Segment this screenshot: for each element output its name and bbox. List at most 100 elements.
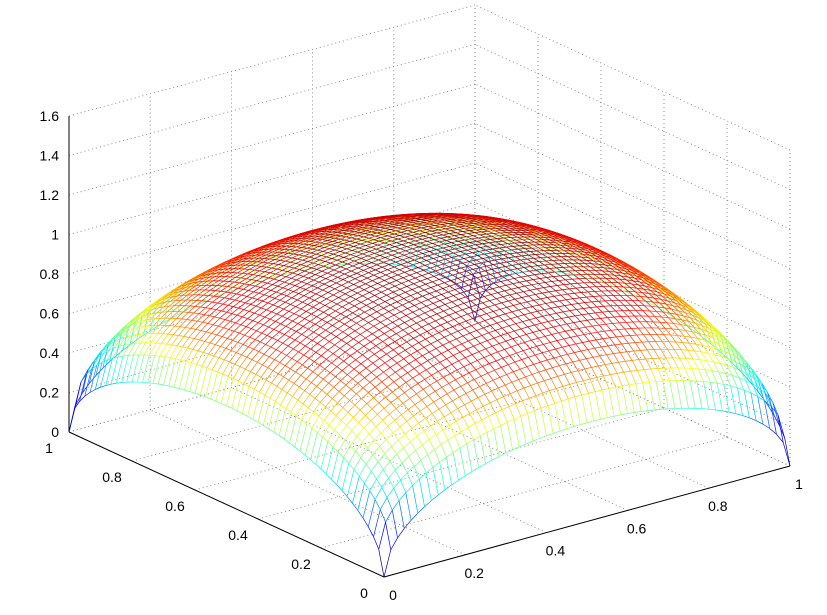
mesh-line [372, 277, 380, 282]
mesh-line [462, 230, 470, 232]
mesh-line [576, 380, 584, 383]
mesh-line [563, 284, 570, 290]
mesh-line [607, 316, 615, 318]
mesh-line [274, 389, 283, 402]
mesh-line [223, 320, 231, 328]
mesh-line [199, 331, 207, 341]
mesh-line [687, 325, 694, 328]
mesh-line [407, 305, 415, 309]
mesh-line [594, 257, 602, 260]
mesh-line [362, 433, 370, 443]
mesh-line [707, 331, 715, 335]
mesh-line [598, 249, 605, 253]
mesh-line [696, 319, 704, 324]
mesh-line [440, 225, 447, 228]
mesh-line [447, 278, 455, 284]
mesh-line [603, 306, 610, 312]
mesh-line [474, 298, 481, 322]
mesh-line [319, 256, 327, 261]
mesh-line [575, 314, 582, 317]
mesh-line [511, 344, 519, 348]
mesh-line [241, 386, 250, 414]
mesh-line [624, 282, 632, 285]
mesh-line [639, 300, 646, 302]
mesh-line [427, 239, 435, 242]
mesh-line [392, 269, 400, 273]
mesh-line [597, 254, 604, 258]
mesh-line [259, 379, 267, 393]
mesh-line [214, 272, 222, 278]
mesh-line [632, 359, 639, 361]
mesh-line [157, 356, 166, 385]
mesh-line [427, 270, 435, 274]
mesh-line [309, 316, 317, 322]
mesh-line [364, 262, 372, 266]
mesh-line [394, 264, 402, 268]
mesh-line [438, 404, 446, 410]
mesh-line [236, 288, 244, 295]
mesh-line [541, 405, 549, 409]
mesh-line [519, 334, 527, 337]
mesh-line [477, 253, 485, 256]
mesh-line [683, 315, 689, 322]
mesh-line [531, 247, 538, 252]
mesh-line [499, 340, 507, 344]
mesh-line [487, 304, 495, 308]
mesh-line [636, 287, 643, 293]
mesh-line [139, 314, 147, 322]
mesh-line [390, 537, 398, 551]
mesh-line [378, 397, 386, 404]
mesh-line [707, 331, 713, 338]
mesh-line [654, 297, 661, 300]
mesh-line [385, 321, 393, 327]
mesh-line [724, 346, 731, 355]
mesh-line [367, 295, 375, 300]
mesh-line [458, 225, 466, 228]
mesh-line [730, 385, 738, 389]
mesh-line [582, 287, 589, 293]
mesh-line [607, 274, 615, 276]
mesh-line [441, 349, 449, 354]
mesh-line [275, 269, 283, 275]
mesh-line [405, 377, 413, 383]
mesh-line [574, 293, 580, 299]
mesh-line [333, 251, 341, 255]
mesh-line [307, 361, 315, 369]
mesh-line [471, 258, 480, 268]
mesh-line [606, 295, 613, 301]
mesh-line [341, 281, 349, 286]
mesh-line [434, 353, 442, 358]
mesh-line [545, 229, 551, 233]
mesh-line [735, 413, 743, 416]
mesh-line [408, 277, 416, 281]
mesh-line [643, 288, 651, 291]
mesh-line [173, 360, 182, 388]
mesh-line [209, 309, 217, 316]
mesh-line [566, 238, 572, 242]
mesh-line [611, 300, 618, 306]
mesh-line [393, 376, 401, 383]
mesh-line [297, 248, 305, 251]
mesh-line [449, 220, 457, 222]
mesh-line [200, 301, 208, 308]
mesh-line [336, 299, 344, 305]
mesh-line [532, 371, 540, 375]
mesh-line [388, 246, 396, 250]
mesh-line [429, 348, 437, 353]
mesh-line [304, 313, 312, 319]
mesh-line [364, 372, 372, 378]
mesh-line [283, 304, 291, 310]
mesh-line [312, 246, 320, 250]
mesh-line [449, 338, 457, 343]
mesh-line [608, 271, 615, 276]
mesh-line [467, 274, 474, 298]
mesh-line [512, 281, 520, 285]
mesh-line [576, 246, 583, 250]
mesh-line [413, 460, 422, 467]
mesh-line [550, 340, 558, 343]
mesh-line [521, 356, 529, 360]
mesh-line [515, 400, 523, 404]
mesh-line [663, 293, 670, 299]
mesh-line [369, 288, 377, 293]
mesh-line [562, 384, 570, 387]
